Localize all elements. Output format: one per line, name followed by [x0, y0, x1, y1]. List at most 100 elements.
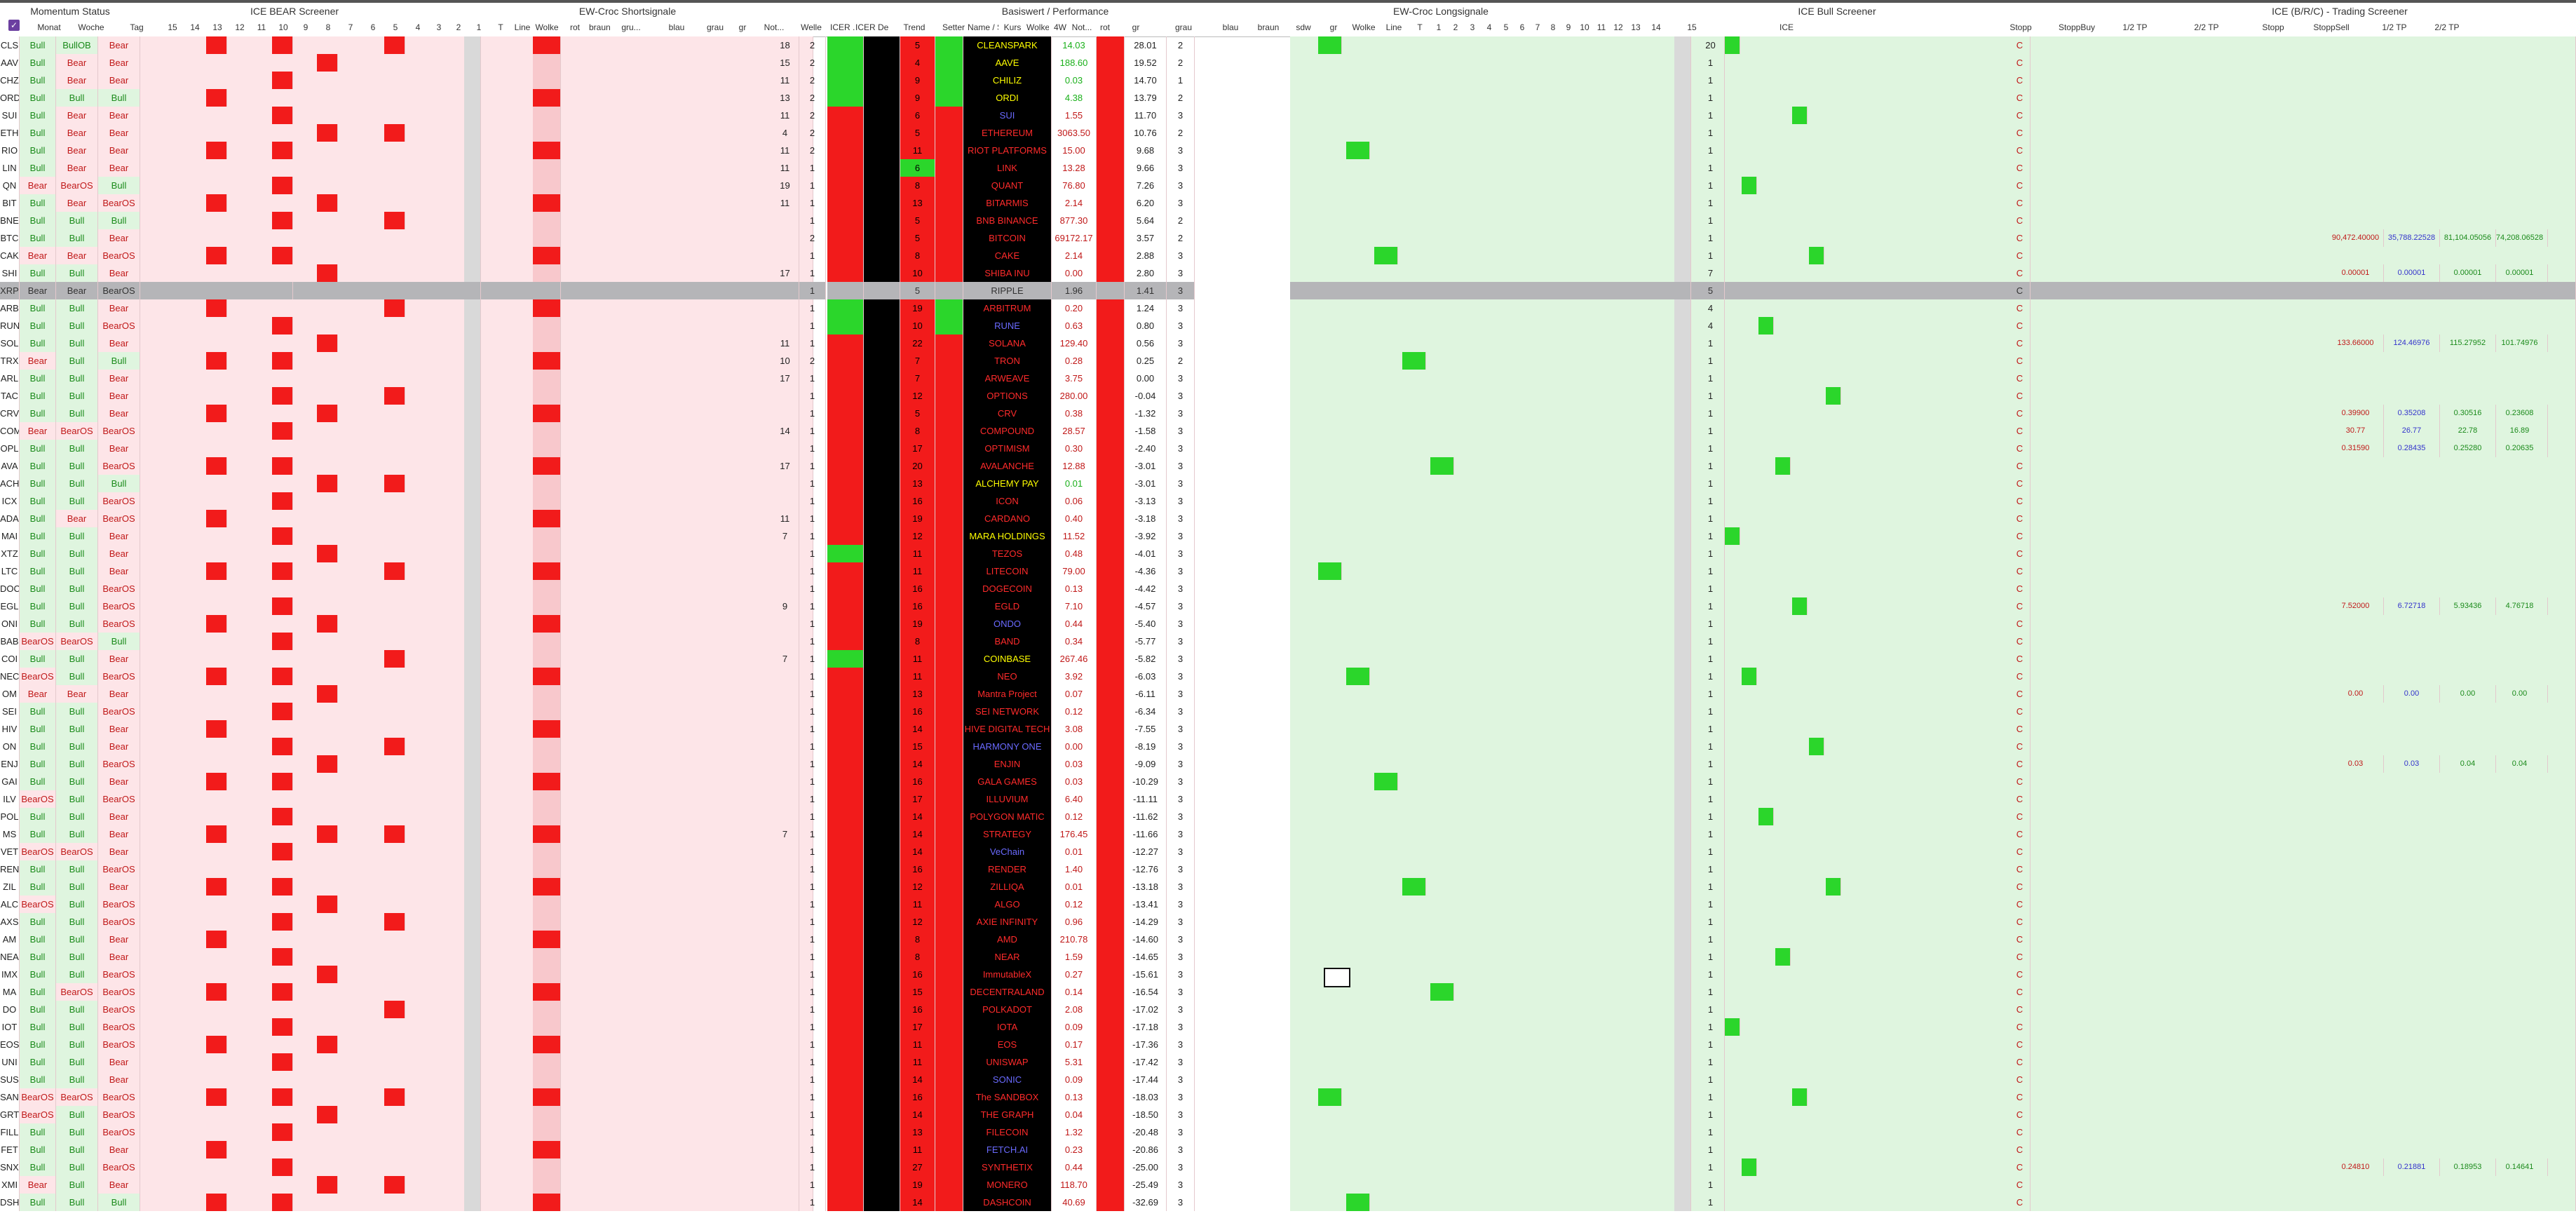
performance-4w[interactable]: -3.92 — [1125, 527, 1167, 545]
notification-count[interactable] — [771, 966, 799, 983]
ticker-cell[interactable]: CRV — [0, 405, 20, 422]
wolke-cell[interactable] — [1097, 317, 1125, 335]
performance-4w[interactable]: 2.80 — [1125, 264, 1167, 282]
long-notification[interactable]: 3 — [1167, 966, 1195, 983]
name-status-cell[interactable]: Mantra Project — [963, 685, 1052, 703]
column-header[interactable]: Wolke — [1352, 22, 1376, 32]
performance-4w[interactable]: -4.36 — [1125, 562, 1167, 580]
notification-count[interactable] — [771, 1036, 799, 1053]
setter-cell[interactable] — [935, 317, 963, 335]
notification-count[interactable] — [771, 1123, 799, 1141]
column-header[interactable]: 15 — [168, 22, 177, 32]
welle-cell[interactable]: 1 — [799, 1088, 826, 1106]
trend-cell[interactable]: 16 — [900, 773, 935, 790]
bull-screener-first[interactable]: 1 — [1697, 913, 1725, 931]
momentum-month[interactable]: BearOS — [20, 843, 56, 860]
name-status-cell[interactable]: FETCH.AI — [963, 1141, 1052, 1158]
notification-count[interactable] — [771, 1141, 799, 1158]
momentum-month[interactable]: Bull — [20, 1123, 56, 1141]
long-notification[interactable]: 3 — [1167, 685, 1195, 703]
momentum-day[interactable]: Bear — [98, 1141, 140, 1158]
performance-4w[interactable]: -17.42 — [1125, 1053, 1167, 1071]
trend-cell[interactable]: 22 — [900, 335, 935, 352]
trend-cell[interactable]: 14 — [900, 1106, 935, 1123]
momentum-day[interactable]: BearOS — [98, 1001, 140, 1018]
momentum-day[interactable]: Bear — [98, 1053, 140, 1071]
name-status-cell[interactable]: POLKADOT — [963, 1001, 1052, 1018]
performance-4w[interactable]: 19.52 — [1125, 54, 1167, 72]
ticker-cell[interactable]: POL — [0, 808, 20, 825]
performance-4w[interactable]: 9.68 — [1125, 142, 1167, 159]
ticker-cell[interactable]: AAV — [0, 54, 20, 72]
column-header[interactable]: Welle — [801, 22, 822, 32]
column-header[interactable]: 2 — [1453, 22, 1458, 32]
momentum-month[interactable]: Bull — [20, 1018, 56, 1036]
performance-4w[interactable]: -20.86 — [1125, 1141, 1167, 1158]
momentum-week[interactable]: Bull — [56, 370, 98, 387]
bull-screener-first[interactable]: 1 — [1697, 159, 1725, 177]
momentum-month[interactable]: Bull — [20, 405, 56, 422]
price-cell[interactable]: 0.09 — [1052, 1018, 1097, 1036]
trend-cell[interactable]: 14 — [900, 808, 935, 825]
ticker-cell[interactable]: NEA — [0, 948, 20, 966]
column-header[interactable]: Kurs — [1003, 22, 1022, 32]
performance-4w[interactable]: -12.27 — [1125, 843, 1167, 860]
trend-cell[interactable]: 11 — [900, 1036, 935, 1053]
notification-count[interactable] — [771, 562, 799, 580]
bull-screener-first[interactable]: 1 — [1697, 650, 1725, 668]
ticker-cell[interactable]: GRT — [0, 1106, 20, 1123]
column-header[interactable]: grau — [1174, 22, 1193, 32]
trend-cell[interactable]: 8 — [900, 177, 935, 194]
setter-cell[interactable] — [935, 913, 963, 931]
table-row[interactable]: DOC Bull Bull BearOS 1 16 DOGECOIN 0.13 -4.42 3 1 C — [0, 580, 2576, 597]
ticker-cell[interactable]: MAI — [0, 527, 20, 545]
momentum-week[interactable]: Bull — [56, 597, 98, 615]
momentum-week[interactable]: BearOS — [56, 843, 98, 860]
long-notification[interactable]: 3 — [1167, 562, 1195, 580]
bull-screener-first[interactable]: 1 — [1697, 1158, 1725, 1176]
welle-cell[interactable]: 1 — [799, 948, 826, 966]
momentum-month[interactable]: Bull — [20, 562, 56, 580]
momentum-week[interactable]: BullOB — [56, 36, 98, 54]
performance-4w[interactable]: 2.88 — [1125, 247, 1167, 264]
name-status-cell[interactable]: ARWEAVE — [963, 370, 1052, 387]
bull-screener-first[interactable]: 1 — [1697, 580, 1725, 597]
bull-screener-first[interactable]: 1 — [1697, 177, 1725, 194]
wolke-cell[interactable] — [1097, 703, 1125, 720]
momentum-day[interactable]: Bear — [98, 36, 140, 54]
table-row[interactable]: XRP Bear Bear BearOS 1 5 RIPPLE 1.96 1.41 3 5 C — [0, 282, 2576, 299]
welle-cell[interactable]: 1 — [799, 633, 826, 650]
welle-cell[interactable]: 1 — [799, 1123, 826, 1141]
wolke-cell[interactable] — [1097, 107, 1125, 124]
performance-4w[interactable]: -5.82 — [1125, 650, 1167, 668]
trend-cell[interactable]: 13 — [900, 475, 935, 492]
long-notification[interactable]: 3 — [1167, 422, 1195, 440]
long-notification[interactable]: 3 — [1167, 1158, 1195, 1176]
ticker-cell[interactable]: ETH — [0, 124, 20, 142]
trend-cell[interactable]: 8 — [900, 931, 935, 948]
momentum-week[interactable]: Bull — [56, 1176, 98, 1194]
bull-screener-first[interactable]: 1 — [1697, 1123, 1725, 1141]
bull-screener-first[interactable]: 1 — [1697, 212, 1725, 229]
column-header[interactable]: gr — [1329, 22, 1338, 32]
bull-screener-first[interactable]: 1 — [1697, 72, 1725, 89]
price-cell[interactable]: 0.23 — [1052, 1141, 1097, 1158]
momentum-day[interactable]: Bull — [98, 352, 140, 370]
setter-cell[interactable] — [935, 1001, 963, 1018]
momentum-month[interactable]: Bull — [20, 580, 56, 597]
momentum-day[interactable]: Bear — [98, 720, 140, 738]
table-row[interactable]: ARL Bull Bull Bear 17 1 7 ARWEAVE 3.75 0.00 3 1 C — [0, 370, 2576, 387]
welle-cell[interactable]: 2 — [799, 72, 826, 89]
price-cell[interactable]: 176.45 — [1052, 825, 1097, 843]
wolke-cell[interactable] — [1097, 913, 1125, 931]
momentum-week[interactable]: Bull — [56, 1141, 98, 1158]
momentum-day[interactable]: Bear — [98, 948, 140, 966]
setter-cell[interactable] — [935, 948, 963, 966]
performance-4w[interactable]: -14.65 — [1125, 948, 1167, 966]
table-row[interactable]: BTC Bull Bull Bear 2 5 BITCOIN 69172.17 3.57 2 1 C 9… — [0, 229, 2576, 247]
bull-screener-first[interactable]: 20 — [1697, 36, 1725, 54]
performance-4w[interactable]: -18.50 — [1125, 1106, 1167, 1123]
setter-cell[interactable] — [935, 1123, 963, 1141]
momentum-day[interactable]: BearOS — [98, 597, 140, 615]
ticker-cell[interactable]: IMX — [0, 966, 20, 983]
